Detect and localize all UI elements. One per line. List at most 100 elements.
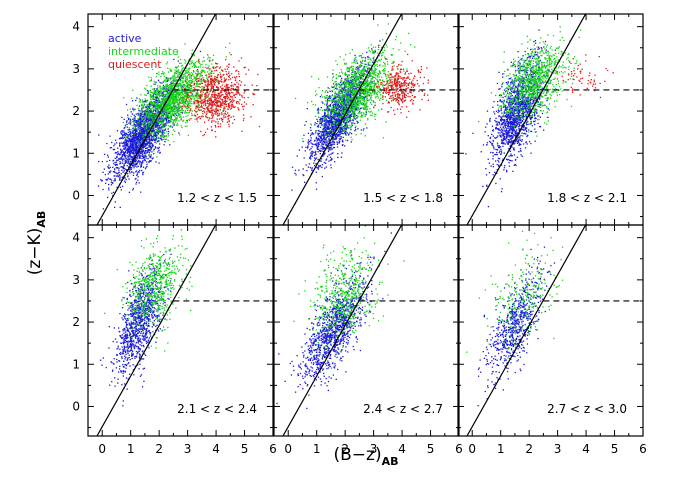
data-point xyxy=(129,162,131,164)
data-point xyxy=(157,123,160,125)
data-point xyxy=(337,156,339,159)
data-point xyxy=(186,125,188,127)
data-point xyxy=(149,118,152,120)
data-point xyxy=(207,67,210,69)
data-point xyxy=(150,91,153,93)
data-point xyxy=(225,105,227,107)
data-point xyxy=(146,139,148,141)
data-point xyxy=(120,158,122,160)
data-point xyxy=(145,157,147,159)
data-point xyxy=(216,101,218,103)
data-point xyxy=(211,94,213,96)
data-point xyxy=(185,93,187,95)
data-point xyxy=(147,92,149,95)
data-point xyxy=(224,85,226,87)
data-point xyxy=(163,120,166,122)
data-point xyxy=(168,117,170,119)
data-point xyxy=(132,140,134,143)
data-point xyxy=(320,158,323,160)
data-point xyxy=(157,140,159,142)
data-point xyxy=(229,105,231,107)
data-point xyxy=(165,113,168,115)
data-point xyxy=(134,117,136,119)
data-point xyxy=(169,104,171,106)
data-point xyxy=(158,146,160,148)
data-point xyxy=(177,75,179,78)
data-point xyxy=(154,102,156,104)
data-point xyxy=(137,146,139,148)
data-point xyxy=(210,97,212,100)
data-point xyxy=(160,130,162,133)
data-point xyxy=(119,153,121,156)
data-point xyxy=(166,110,168,112)
data-point xyxy=(199,72,201,75)
data-point xyxy=(200,89,203,91)
data-point xyxy=(137,138,140,140)
data-point xyxy=(199,80,201,82)
data-point xyxy=(163,108,165,111)
data-point xyxy=(165,79,168,81)
data-point xyxy=(120,173,122,175)
data-point xyxy=(229,95,232,98)
data-point xyxy=(329,104,331,107)
data-point xyxy=(138,121,140,123)
data-point xyxy=(214,94,217,96)
data-point xyxy=(177,83,179,86)
data-point xyxy=(222,94,224,96)
data-point xyxy=(139,131,141,133)
data-point xyxy=(206,74,208,76)
data-point xyxy=(198,100,200,102)
data-point xyxy=(107,166,109,168)
data-point xyxy=(187,134,189,136)
data-point xyxy=(176,117,179,119)
data-point xyxy=(328,132,330,134)
data-point xyxy=(182,110,184,112)
data-point xyxy=(139,142,141,144)
data-point xyxy=(223,106,225,108)
data-point xyxy=(152,122,154,124)
data-point xyxy=(114,178,116,180)
data-point xyxy=(237,91,239,93)
data-point xyxy=(341,152,343,154)
data-point xyxy=(155,139,157,142)
data-point xyxy=(321,141,323,143)
data-point xyxy=(177,87,180,89)
data-point xyxy=(127,142,129,145)
data-point xyxy=(221,76,223,78)
data-point xyxy=(177,92,180,94)
data-point xyxy=(157,98,159,100)
data-point xyxy=(151,132,153,134)
data-point xyxy=(129,151,132,153)
data-point xyxy=(344,128,346,130)
data-point xyxy=(197,70,199,73)
data-point xyxy=(217,77,219,79)
data-point xyxy=(177,110,179,113)
data-point xyxy=(156,147,158,149)
data-point xyxy=(167,106,169,108)
data-point xyxy=(163,87,165,90)
data-point xyxy=(220,94,222,97)
data-point xyxy=(125,135,128,138)
data-point xyxy=(200,74,202,76)
data-point xyxy=(140,109,143,112)
data-point xyxy=(142,162,144,164)
data-point xyxy=(193,77,195,80)
data-point xyxy=(180,119,182,121)
data-point xyxy=(105,182,107,184)
data-point xyxy=(124,135,126,137)
data-point xyxy=(132,163,134,165)
data-point xyxy=(150,120,152,122)
data-point xyxy=(126,126,128,128)
data-point xyxy=(119,175,121,177)
data-point xyxy=(101,161,103,163)
data-point xyxy=(172,83,175,85)
data-point xyxy=(190,98,192,101)
data-point xyxy=(143,124,145,126)
data-point xyxy=(219,96,221,98)
data-point xyxy=(203,87,205,89)
data-point xyxy=(175,80,177,83)
data-point xyxy=(121,154,124,156)
series-active xyxy=(291,40,381,205)
data-point xyxy=(170,97,173,99)
data-point xyxy=(146,165,148,168)
